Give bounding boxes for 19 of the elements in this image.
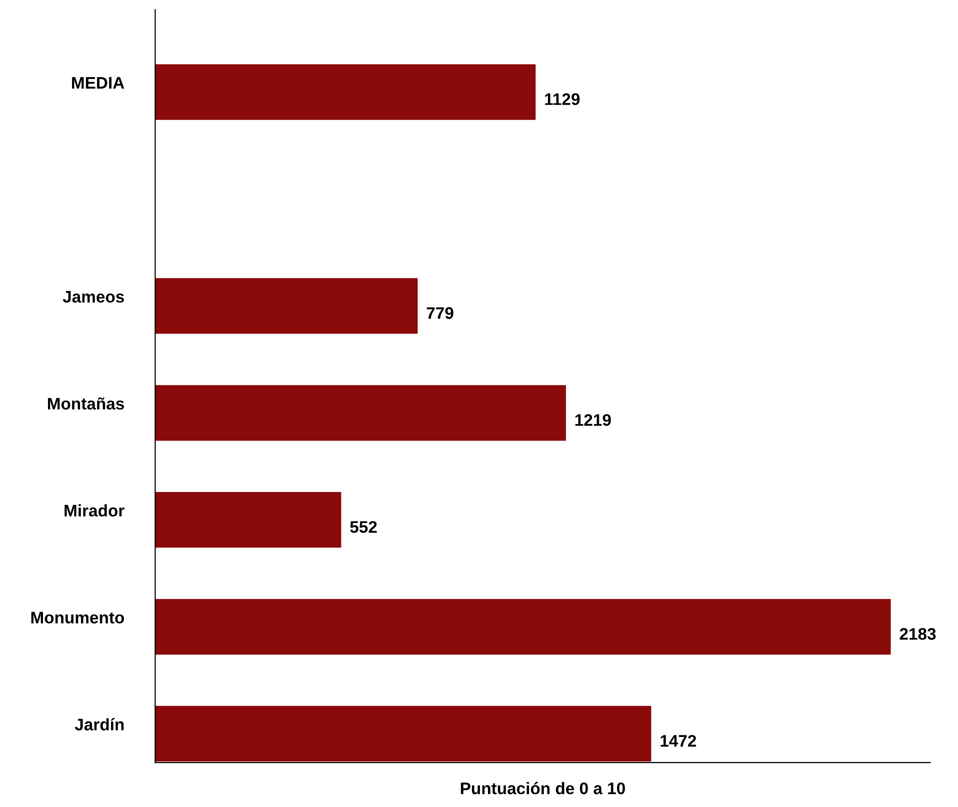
data-label: 1472 <box>660 734 696 747</box>
y-tick-label: MEDIA <box>72 77 124 89</box>
data-label: 552 <box>350 521 377 533</box>
bar <box>155 64 536 120</box>
y-tick-label: Jardín <box>74 718 124 730</box>
bar <box>155 706 652 762</box>
x-axis-title: Puntuación de 0 a 10 <box>460 782 625 794</box>
data-label: 1219 <box>575 414 611 426</box>
bar <box>155 385 566 441</box>
data-label: 1129 <box>545 93 580 106</box>
bar <box>155 278 418 334</box>
y-tick-label: Monumento <box>31 612 124 624</box>
data-label: 779 <box>426 307 454 319</box>
y-tick-label: Montañas <box>48 397 124 410</box>
bar <box>155 598 891 655</box>
data-label: 2183 <box>900 628 936 640</box>
y-tick-label: Mirador <box>64 504 124 517</box>
y-tick-label: Jameos <box>62 291 124 303</box>
bar <box>155 492 342 548</box>
